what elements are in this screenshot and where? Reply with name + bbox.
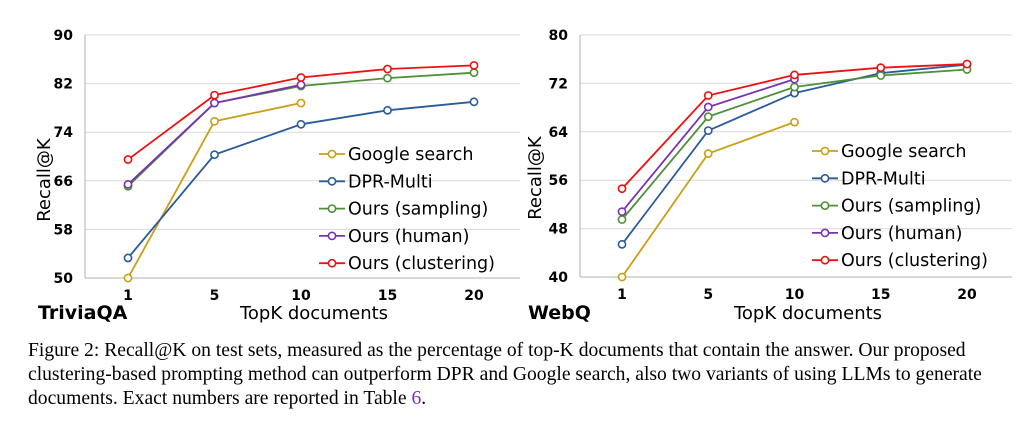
y-tick-label: 74 xyxy=(54,125,74,141)
legend-label-ours-human: Ours (human) xyxy=(841,224,962,244)
y-tick-label: 58 xyxy=(54,222,73,238)
data-point-ours-clustering xyxy=(296,73,306,82)
legend-marker-ours-human xyxy=(820,228,830,238)
legend-marker-ours-sampling xyxy=(327,204,337,213)
legend-marker-dpr-multi xyxy=(820,173,830,183)
x-tick-label: 1 xyxy=(617,287,627,303)
data-point-ours-clustering xyxy=(703,91,713,100)
caption-text: Figure 2: Recall@K on test sets, measure… xyxy=(28,340,982,409)
x-axis-title: TopK documents xyxy=(239,303,388,324)
data-point-ours-human xyxy=(703,102,713,112)
y-tick-label: 40 xyxy=(549,270,569,286)
dataset-label: TriviaQA xyxy=(38,302,128,324)
y-tick-label: 90 xyxy=(54,28,74,44)
y-tick-label: 50 xyxy=(54,271,74,287)
series-line-google-search xyxy=(127,102,302,279)
legend-marker-ours-human xyxy=(327,231,337,241)
data-point-ours-clustering xyxy=(210,90,219,100)
y-tick-label: 82 xyxy=(54,77,73,93)
data-point-google-search xyxy=(617,272,627,282)
series-line-google-search xyxy=(621,121,795,278)
data-point-ours-clustering xyxy=(123,155,133,164)
y-tick-label: 80 xyxy=(549,28,569,44)
legend-label-dpr-multi: DPR-Multi xyxy=(841,169,926,189)
data-point-google-search xyxy=(123,273,133,283)
legend-label-google-search: Google search xyxy=(348,145,473,165)
x-tick-label: 5 xyxy=(703,287,713,303)
data-point-ours-clustering xyxy=(876,63,886,73)
data-point-ours-sampling xyxy=(876,71,886,80)
data-point-ours-sampling xyxy=(617,215,627,224)
legend-label-ours-sampling: Ours (sampling) xyxy=(348,200,488,220)
legend-marker-dpr-multi xyxy=(327,176,337,186)
legend-marker-ours-sampling xyxy=(820,201,830,210)
x-tick-label: 10 xyxy=(291,288,311,304)
legend-marker-ours-clustering xyxy=(820,255,830,265)
data-point-dpr-multi xyxy=(210,150,219,160)
data-point-ours-clustering xyxy=(469,60,479,70)
legend-label-ours-human: Ours (human) xyxy=(348,227,469,247)
y-tick-label: 66 xyxy=(54,174,73,190)
x-tick-label: 20 xyxy=(957,287,977,303)
legend-label-dpr-multi: DPR-Multi xyxy=(348,172,433,192)
data-point-ours-sampling xyxy=(703,112,713,122)
data-point-google-search xyxy=(790,117,799,127)
caption-end: . xyxy=(421,388,427,409)
data-point-ours-human xyxy=(296,80,306,90)
data-point-ours-clustering xyxy=(962,59,972,69)
y-tick-label: 64 xyxy=(549,125,569,141)
data-point-ours-human xyxy=(617,207,627,217)
caption-table-ref: 6 xyxy=(411,388,422,409)
data-point-dpr-multi xyxy=(703,126,713,135)
x-tick-label: 1 xyxy=(123,288,133,304)
data-point-google-search xyxy=(210,116,219,126)
data-point-google-search xyxy=(703,149,713,158)
x-tick-label: 15 xyxy=(378,288,397,304)
data-point-ours-sampling xyxy=(469,68,479,78)
legend-label-ours-clustering: Ours (clustering) xyxy=(348,254,495,274)
data-point-ours-clustering xyxy=(383,64,392,74)
y-tick-label: 56 xyxy=(549,173,568,189)
x-tick-label: 15 xyxy=(871,287,890,303)
legend-label-google-search: Google search xyxy=(841,142,966,162)
legend-label-ours-clustering: Ours (clustering) xyxy=(841,251,988,271)
data-point-ours-human xyxy=(123,180,133,189)
x-tick-label: 5 xyxy=(210,288,220,304)
legend-marker-google-search xyxy=(820,146,830,156)
y-axis-title: Recall@K xyxy=(34,137,55,222)
data-point-dpr-multi xyxy=(123,253,133,263)
data-point-dpr-multi xyxy=(296,119,306,129)
x-tick-label: 10 xyxy=(785,287,805,303)
y-tick-label: 48 xyxy=(549,222,568,238)
data-point-ours-human xyxy=(210,98,219,108)
x-tick-label: 20 xyxy=(464,288,484,304)
data-point-google-search xyxy=(296,98,306,108)
data-point-ours-sampling xyxy=(790,82,799,92)
legend-label-ours-sampling: Ours (sampling) xyxy=(841,197,981,217)
data-point-dpr-multi xyxy=(617,239,627,249)
data-point-ours-clustering xyxy=(790,70,799,80)
y-tick-label: 72 xyxy=(549,76,568,92)
data-point-dpr-multi xyxy=(383,105,392,115)
legend-marker-ours-clustering xyxy=(327,258,337,268)
dataset-label: WebQ xyxy=(528,302,591,324)
data-point-dpr-multi xyxy=(469,97,479,107)
legend-marker-google-search xyxy=(327,149,337,159)
y-axis-title: Recall@K xyxy=(525,135,546,220)
figure-caption: Figure 2: Recall@K on test sets, measure… xyxy=(28,339,1018,411)
x-axis-title: TopK documents xyxy=(733,303,882,324)
data-point-ours-clustering xyxy=(617,184,627,194)
data-point-ours-sampling xyxy=(383,73,392,83)
